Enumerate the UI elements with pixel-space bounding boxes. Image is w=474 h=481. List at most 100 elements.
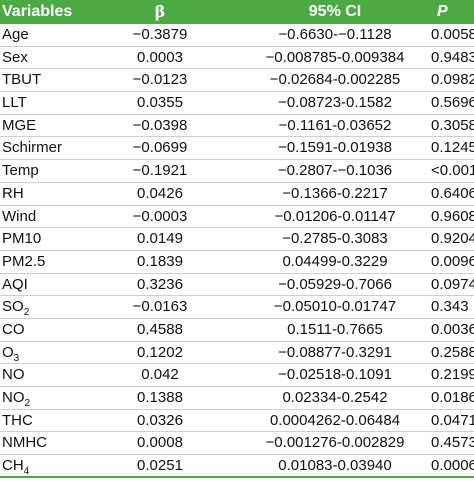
- table-row: THC 0.0326 0.0004262-0.06484 0.0471: [0, 410, 474, 433]
- p-value: 0.0096: [431, 252, 474, 270]
- table-header: Variables β 95% CI P: [0, 0, 474, 24]
- table-row: RH 0.0426 −0.1366-0.2217 0.6406: [0, 183, 474, 206]
- table-row: PM10 0.0149 −0.2785-0.3083 0.9204: [0, 228, 474, 251]
- variable-label: Temp: [2, 162, 39, 180]
- ci-value: −0.1161-0.03652: [278, 116, 392, 134]
- beta-value: 0.3236: [137, 275, 183, 293]
- table-body: Age −0.3879 −0.6630-−0.1128 0.0058 Sex 0.0003…: [0, 24, 474, 478]
- variable-name: PM10: [2, 228, 41, 250]
- header-p: P: [437, 3, 448, 20]
- variable-label: Sex: [2, 48, 28, 66]
- table-row: MGE −0.0398 −0.1161-0.03652 0.3058: [0, 115, 474, 138]
- ci-value: −0.1366-0.2217: [282, 184, 388, 202]
- ci-value: −0.02684-0.002285: [269, 71, 401, 89]
- variable-subscript: 2: [23, 307, 30, 319]
- p-value: 0.9204: [431, 230, 474, 248]
- beta-value: −0.0699: [132, 139, 188, 157]
- variable-name: CO: [2, 319, 25, 341]
- variable-label: NO: [2, 366, 25, 384]
- variable-name: SO2: [2, 296, 29, 318]
- variable-label: Schirmer: [2, 139, 63, 157]
- p-value: 0.0058: [431, 26, 474, 43]
- table-row: AQI 0.3236 −0.05929-0.7066 0.0974: [0, 274, 474, 297]
- p-value: 0.9608: [431, 207, 474, 225]
- variable-label: RH: [2, 184, 24, 202]
- table-row: Temp −0.1921 −0.2807-−0.1036 <0.001: [0, 160, 474, 183]
- variable-label: O: [2, 343, 14, 361]
- variable-subscript: 3: [13, 352, 20, 364]
- p-value: <0.001: [431, 162, 474, 180]
- variable-subscript: 2: [24, 398, 31, 409]
- variable-name: Age: [2, 24, 29, 46]
- variable-name: THC: [2, 410, 33, 432]
- p-value: 0.0036: [431, 320, 474, 338]
- p-value: 0.2588: [431, 343, 474, 361]
- ci-value: −0.05010-0.01747: [273, 298, 397, 316]
- variable-name: RH: [2, 183, 24, 205]
- variable-name: Temp: [2, 160, 39, 182]
- p-value: 0.343: [431, 298, 469, 316]
- table-row: CO 0.4588 0.1511-0.7665 0.0036: [0, 319, 474, 342]
- header-beta: β: [154, 2, 166, 21]
- table-row: TBUT −0.0123 −0.02684-0.002285 0.0982: [0, 69, 474, 93]
- table-row: PM2.5 0.1839 0.04499-0.3229 0.0096: [0, 251, 474, 274]
- variable-label: CH: [2, 457, 24, 475]
- variable-name: TBUT: [2, 69, 41, 91]
- variable-name: Wind: [2, 206, 36, 228]
- variable-name: NMHC: [2, 432, 47, 454]
- beta-value: 0.0149: [137, 230, 183, 248]
- beta-value: −0.0163: [132, 298, 188, 316]
- p-value: 0.0186: [431, 389, 474, 406]
- beta-value: −0.0003: [132, 207, 188, 225]
- table-row: LLT 0.0355 −0.08723-0.1582 0.5696: [0, 92, 474, 115]
- table-row: Sex 0.0003 −0.008785-0.009384 0.9483: [0, 47, 474, 70]
- beta-value: −0.0123: [132, 71, 188, 89]
- beta-value: 0.0003: [137, 48, 183, 66]
- variable-name: LLT: [2, 92, 27, 114]
- header-ci: 95% CI: [308, 3, 362, 20]
- variable-label: Wind: [2, 207, 37, 225]
- table-row: O3 0.1202 −0.08877-0.3291 0.2588: [0, 342, 474, 365]
- p-value: 0.0974: [431, 275, 474, 293]
- beta-value: −0.1921: [132, 162, 188, 180]
- table-bottom-rule: [0, 476, 474, 478]
- p-value: 0.2199: [431, 366, 474, 384]
- table-row: CH4 0.0251 0.01083-0.03940 0.0006: [0, 455, 474, 478]
- variable-name: MGE: [2, 115, 36, 137]
- variable-label: Age: [2, 26, 29, 43]
- table-row: Age −0.3879 −0.6630-−0.1128 0.0058: [0, 24, 474, 47]
- ci-value: −0.02518-0.1091: [278, 366, 392, 384]
- ci-value: −0.2807-−0.1036: [277, 162, 393, 180]
- p-value: 0.4573: [431, 434, 474, 452]
- beta-value: 0.4588: [137, 320, 183, 338]
- p-value: 0.0006: [431, 457, 474, 475]
- table-row: NO 0.042 −0.02518-0.1091 0.2199: [0, 364, 474, 387]
- variable-label: MGE: [2, 116, 37, 134]
- variable-label: CO: [2, 320, 25, 338]
- variable-name: NO: [2, 364, 25, 386]
- variable-label: TBUT: [2, 71, 42, 89]
- variable-name: Sex: [2, 47, 28, 69]
- header-variables: Variables: [2, 3, 73, 20]
- p-value: 0.0982: [431, 71, 474, 89]
- ci-value: 0.04499-0.3229: [282, 252, 388, 270]
- p-value: 0.9483: [431, 48, 474, 66]
- ci-value: 0.0004262-0.06484: [269, 411, 401, 429]
- ci-value: 0.02334-0.2542: [282, 389, 388, 406]
- variable-name: Schirmer: [2, 137, 62, 159]
- beta-value: 0.0008: [137, 434, 183, 452]
- variable-label: NMHC: [2, 434, 47, 452]
- p-value: 0.6406: [431, 184, 474, 202]
- p-value: 0.5696: [431, 94, 474, 112]
- variable-label: PM2.5: [2, 252, 46, 270]
- ci-value: −0.008785-0.009384: [265, 48, 405, 66]
- ci-value: −0.001276-0.002829: [265, 434, 405, 452]
- beta-value: 0.0326: [137, 411, 183, 429]
- variable-subscript: 4: [23, 466, 30, 478]
- variable-name: PM2.5: [2, 251, 45, 273]
- beta-value: 0.1202: [137, 343, 183, 361]
- variable-label: LLT: [2, 94, 27, 112]
- variable-name: NO2: [2, 387, 30, 409]
- variable-label: SO: [2, 298, 24, 316]
